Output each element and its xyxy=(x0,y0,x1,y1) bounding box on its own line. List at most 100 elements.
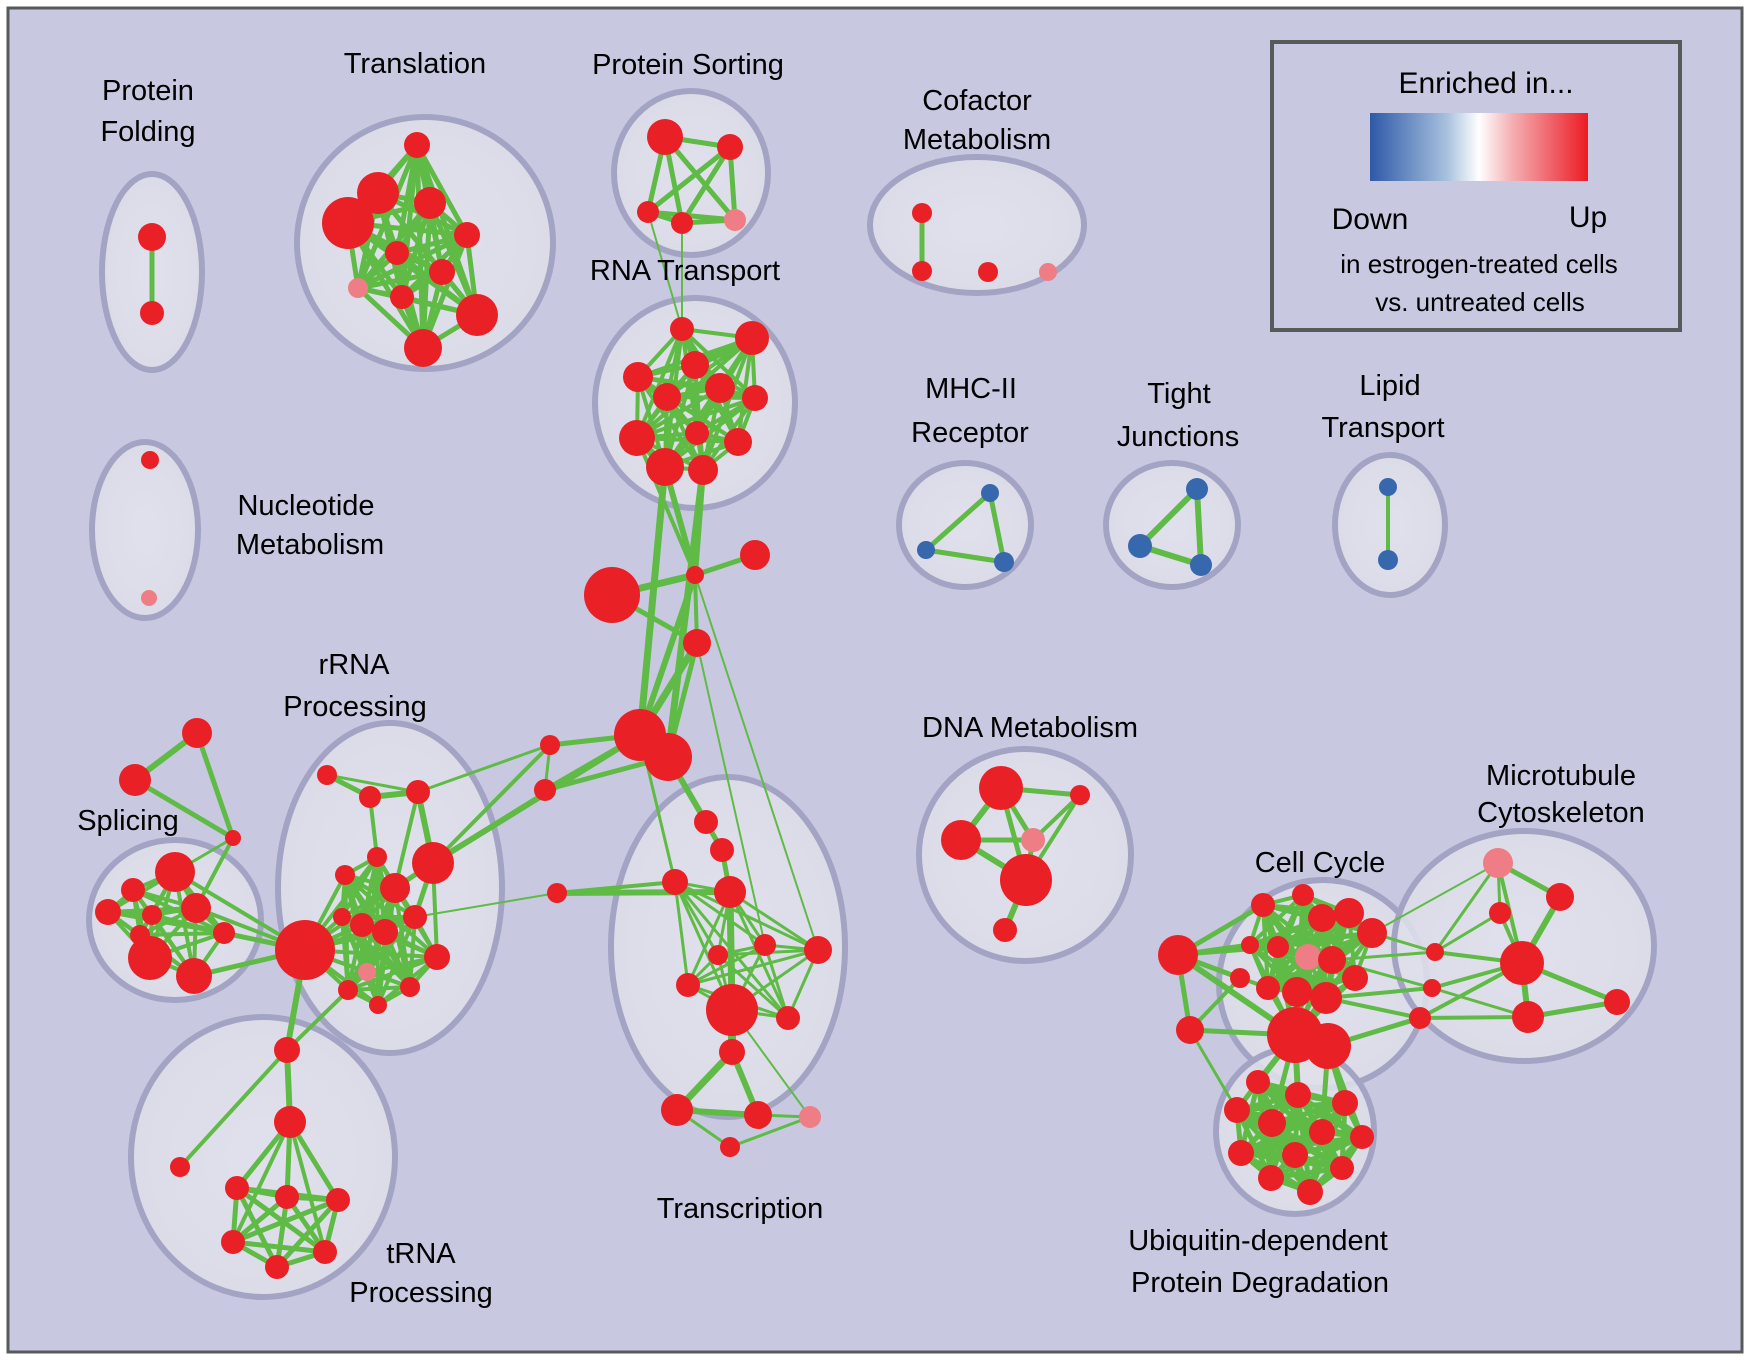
node-x2 xyxy=(710,838,734,862)
edge-x14-x15 xyxy=(728,1115,812,1149)
node-u3 xyxy=(1332,1090,1358,1116)
edge-j1-j3 xyxy=(1194,486,1204,568)
edge-r12-r14 xyxy=(346,955,439,992)
node-u4 xyxy=(1224,1097,1250,1123)
legend-down-label: Down xyxy=(1332,203,1409,236)
node-rt1 xyxy=(670,317,694,341)
node-sp1 xyxy=(182,718,212,748)
edge-c2-x8 xyxy=(694,574,819,951)
edge-rt12-c5b xyxy=(664,466,707,761)
node-u9 xyxy=(1282,1142,1308,1168)
node-cc9 xyxy=(1318,946,1346,974)
node-r10 xyxy=(372,919,398,945)
node-d3 xyxy=(1021,828,1045,852)
node-m3 xyxy=(994,552,1014,572)
legend-up-label: Up xyxy=(1569,201,1607,234)
edge-r1-r3 xyxy=(325,773,420,794)
node-x10 xyxy=(776,1006,800,1030)
node-mt3 xyxy=(1489,902,1511,924)
node-u1 xyxy=(1246,1070,1270,1094)
node-cf2 xyxy=(912,261,932,281)
edge-sp2-sp3 xyxy=(132,777,236,841)
edge-u7-u11 xyxy=(1268,1134,1365,1181)
node-r12 xyxy=(424,944,450,970)
node-u8 xyxy=(1228,1140,1254,1166)
edge-cc14-b2 xyxy=(1324,986,1434,1000)
node-s1 xyxy=(155,852,195,892)
node-ps1 xyxy=(647,119,683,155)
node-x9 xyxy=(706,984,758,1036)
edge-m1-m3 xyxy=(987,490,1007,565)
edge-t7-t8 xyxy=(355,269,445,291)
node-t11 xyxy=(404,329,442,367)
edge-thub-h4 xyxy=(231,1120,292,1244)
edge-r14-mm1 xyxy=(285,988,350,1052)
node-x8 xyxy=(804,936,832,964)
edge-rt11-c5a xyxy=(636,463,669,739)
cluster-label: Receptor xyxy=(911,417,1029,449)
node-rt6 xyxy=(653,383,681,411)
edge-b3-mt5 xyxy=(1418,1015,1530,1020)
edge-c8-x4 xyxy=(554,889,733,896)
node-u5 xyxy=(1258,1109,1286,1137)
node-h3 xyxy=(326,1188,350,1212)
node-cchub xyxy=(1158,935,1198,975)
edge-rt8-c2 xyxy=(635,436,697,577)
node-b1 xyxy=(1426,943,1444,961)
edge-sp1-sp3 xyxy=(194,730,236,841)
edge-r3-c6 xyxy=(416,743,552,794)
legend-box xyxy=(1270,40,1682,332)
node-cc8 xyxy=(1295,944,1321,970)
edge-x5-x10 xyxy=(763,943,790,1020)
node-r1 xyxy=(317,765,337,785)
node-mt6 xyxy=(1604,989,1630,1015)
edge-c2-c5a xyxy=(637,572,698,738)
edge-r3-r6 xyxy=(393,790,420,890)
edge-h3-h4 xyxy=(230,1197,341,1245)
node-x7 xyxy=(676,973,700,997)
cluster-label: Folding xyxy=(100,116,195,148)
node-h6 xyxy=(265,1255,289,1279)
node-cf1 xyxy=(912,203,932,223)
cluster-label: Protein Degradation xyxy=(1131,1267,1389,1299)
node-rt12 xyxy=(688,455,718,485)
node-l2 xyxy=(1378,550,1398,570)
node-cc4 xyxy=(1334,898,1364,928)
cluster-label: DNA Metabolism xyxy=(922,712,1138,744)
edge-cc2-cc6 xyxy=(1248,893,1305,947)
edge-rt2-rt12 xyxy=(701,336,754,472)
edge-cc15-u4 xyxy=(1188,1028,1239,1112)
node-x4 xyxy=(714,876,746,908)
cluster-label: Splicing xyxy=(77,805,179,837)
node-u7 xyxy=(1350,1125,1374,1149)
cluster-label: RNA Transport xyxy=(590,255,780,287)
node-cf4 xyxy=(1039,263,1057,281)
edge-ps2-ps3 xyxy=(645,144,733,215)
node-s3 xyxy=(95,899,121,925)
cluster-label: Translation xyxy=(344,48,486,80)
network-nodes xyxy=(95,119,1630,1279)
node-pf1 xyxy=(138,223,166,251)
edge-r6-r13 xyxy=(393,886,412,989)
node-t4 xyxy=(322,197,374,249)
edge-ps3-rt1 xyxy=(647,211,683,330)
edge-rt4-rt12 xyxy=(636,375,705,472)
cluster-label: rRNA xyxy=(319,649,391,681)
node-x15 xyxy=(720,1137,740,1157)
edge-thub-h5 xyxy=(288,1120,327,1254)
node-sp3 xyxy=(225,830,241,846)
node-rt4 xyxy=(623,362,653,392)
node-ps4 xyxy=(671,212,693,234)
cluster-label: Microtubule xyxy=(1486,760,1636,792)
cluster-label: Cofactor xyxy=(922,85,1032,117)
node-cc1 xyxy=(1251,893,1275,917)
node-u10 xyxy=(1330,1156,1354,1180)
node-cc13 xyxy=(1282,977,1312,1007)
node-r4 xyxy=(367,847,387,867)
edge-ps2-ps4 xyxy=(679,144,733,226)
edge-s8-s9 xyxy=(138,931,226,937)
edge-r11-c8 xyxy=(414,892,558,918)
edge-rt1-rt8 xyxy=(635,327,684,440)
edge-h4-h5 xyxy=(230,1239,328,1255)
